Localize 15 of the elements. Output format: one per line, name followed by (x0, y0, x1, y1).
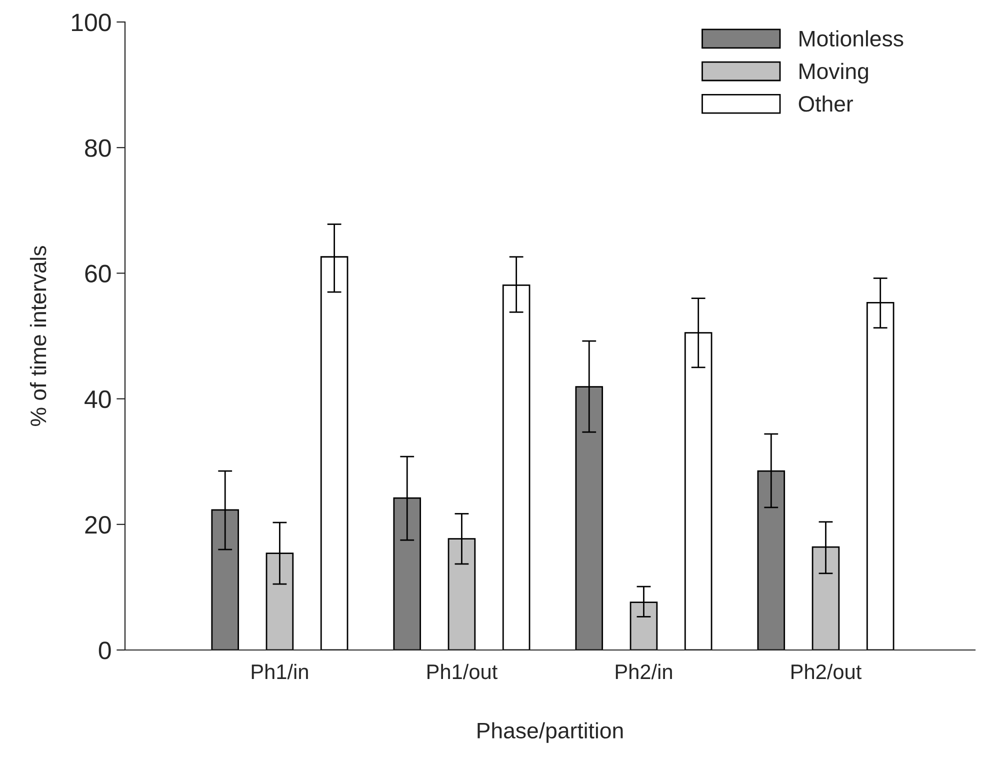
y-tick-label: 80 (85, 139, 111, 157)
y-tick-label: 40 (84, 390, 111, 408)
legend-label: Moving (800, 62, 868, 84)
y-tick-label: 60 (85, 264, 111, 283)
x-axis-title: Phase/partition (478, 722, 623, 743)
x-tick-label: Ph2/in (616, 664, 672, 680)
legend-label: Motionless (800, 30, 904, 47)
y-axis-title: % of time intervals (30, 246, 46, 426)
y-tick-label: 100 (72, 14, 111, 32)
y-tick-label: 20 (85, 516, 111, 534)
x-tick-label: Ph1/in (252, 664, 308, 680)
x-tick-label: Ph1/out (428, 664, 498, 680)
y-tick-label: 0 (98, 642, 111, 660)
x-tick-label: Ph2/out (792, 664, 862, 680)
legend-label: Other (798, 95, 853, 112)
